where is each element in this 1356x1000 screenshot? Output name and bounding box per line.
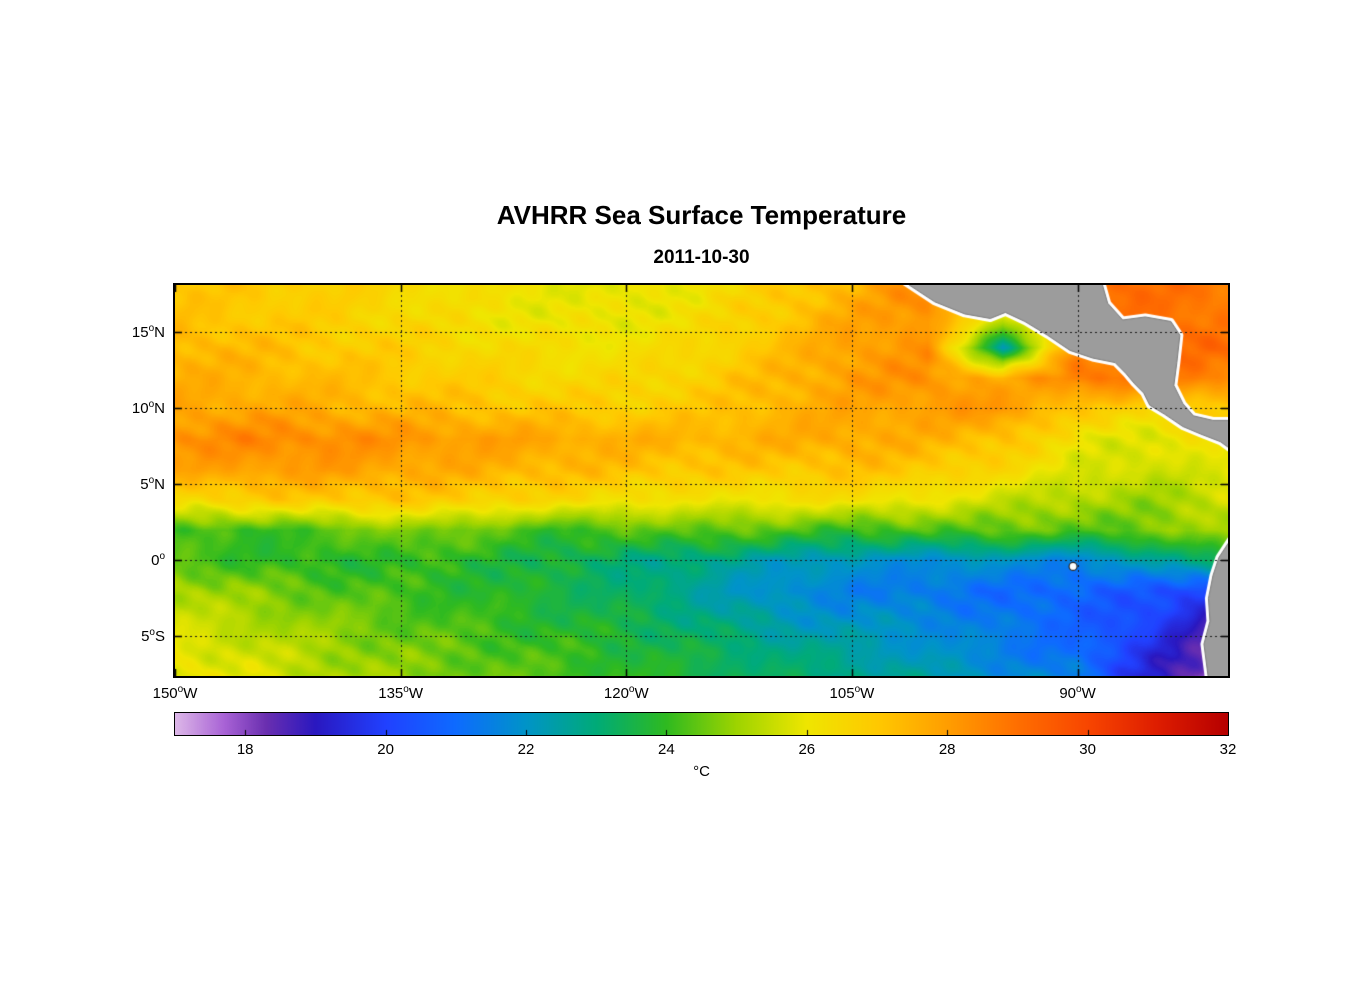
colorbar-tick-label: 18 <box>236 741 254 758</box>
y-tick-label: 10oN <box>131 399 165 418</box>
colorbar <box>174 712 1229 736</box>
x-tick-label: 105oW <box>829 684 875 702</box>
chart-subtitle: 2011-10-30 <box>653 247 750 268</box>
sst-map-plot <box>173 283 1230 678</box>
x-tick-label: 90oW <box>1059 684 1096 702</box>
colorbar-unit-label: °C <box>693 763 710 780</box>
colorbar-tick-label: 30 <box>1079 741 1096 758</box>
colorbar-tick-label: 20 <box>377 741 394 758</box>
colorbar-tick-label: 28 <box>938 741 956 758</box>
colorbar-tick-label: 32 <box>1219 741 1237 758</box>
x-tick-label: 120oW <box>603 684 649 702</box>
y-tick-label: 0o <box>151 551 165 570</box>
y-tick-label: 5oN <box>140 475 165 494</box>
y-tick-label: 15oN <box>131 323 165 342</box>
colorbar-tick-label: 26 <box>798 741 816 758</box>
colorbar-tick-label: 24 <box>658 741 675 758</box>
colorbar-gradient-canvas <box>175 713 1228 735</box>
x-tick-label: 135oW <box>378 684 424 702</box>
y-tick-label: 5oS <box>141 627 165 646</box>
chart-title: AVHRR Sea Surface Temperature <box>496 200 907 230</box>
x-tick-label: 150oW <box>152 684 198 702</box>
sst-heatmap-canvas <box>175 285 1228 676</box>
colorbar-tick-label: 22 <box>517 741 535 758</box>
